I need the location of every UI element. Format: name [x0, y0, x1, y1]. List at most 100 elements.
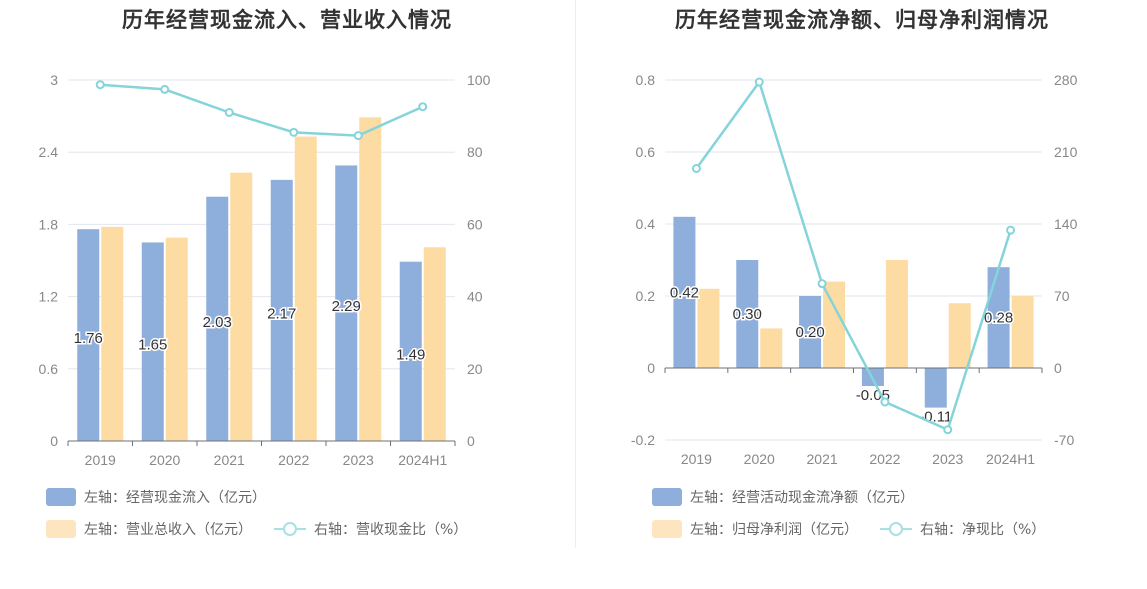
left-axis-tick: 0.2 [636, 288, 656, 304]
right-axis-tick: 80 [467, 144, 483, 160]
left-axis-tick: 2.4 [39, 144, 59, 160]
bar-revenue [165, 237, 188, 441]
x-axis-tick: 2019 [681, 451, 712, 467]
chart-panel-netcash-profit: 历年经营现金流净额、归母净利润情况 -0.2 0 0.2 0.4 0.6 0.8 -70 0 7… [577, 0, 1147, 589]
right-axis-tick: 60 [467, 216, 483, 232]
bar-net-cashflow [736, 260, 759, 368]
left-axis-tick: 0 [647, 360, 655, 376]
bar-net-profit [885, 260, 908, 368]
bar-net-profit [760, 328, 783, 368]
left-axis-tick: 0.6 [636, 144, 656, 160]
ratio-line [695, 79, 1012, 432]
x-axis-tick: 2024H1 [986, 451, 1035, 467]
data-label: 2.17 [267, 305, 296, 322]
data-label: 1.76 [74, 330, 103, 347]
right-axis-tick: 0 [1054, 360, 1062, 376]
legend-swatch-blue [652, 488, 682, 506]
legend-item-ratio[interactable]: 右轴：营收现金比（%） [274, 519, 467, 539]
legend-label: 左轴：营业总收入（亿元） [84, 522, 252, 538]
right-axis-tick: 100 [467, 72, 491, 88]
left-axis-tick: 0.4 [636, 216, 656, 232]
x-axis-tick: 2020 [149, 452, 180, 468]
bar-cash-inflow [399, 261, 422, 441]
ratio-point [817, 279, 827, 289]
bar-net-profit [697, 288, 720, 368]
data-label: 0.20 [795, 324, 824, 341]
bar-net-cashflow [924, 368, 947, 408]
bar-revenue [230, 172, 253, 441]
x-axis-tick: 2020 [744, 451, 775, 467]
legend-line-icon [880, 520, 912, 538]
bar-net-profit [823, 281, 846, 368]
ratio-point [160, 84, 170, 94]
legend-row-1: 左轴：经营活动现金流净额（亿元） [652, 486, 936, 508]
legend-row-2: 左轴：归母净利润（亿元） 右轴：净现比（%） [652, 518, 1067, 540]
chart-plot: 0 0.6 1.2 1.8 2.4 3 0 20 40 60 80 100 1.76 2019 1.65 20… [39, 72, 491, 468]
legend-label: 右轴：净现比（%） [920, 522, 1046, 538]
ratio-point [289, 127, 299, 137]
right-axis-tick: 40 [467, 289, 483, 305]
data-label: 0.42 [670, 284, 699, 301]
left-axis-tick: -0.2 [631, 432, 655, 448]
bar-cash-inflow [335, 165, 358, 442]
legend-line-icon [274, 520, 306, 538]
right-axis-tick: 280 [1054, 72, 1078, 88]
x-axis-tick: 2021 [214, 452, 245, 468]
ratio-point [754, 77, 764, 87]
legend-item-revenue[interactable]: 左轴：营业总收入（亿元） [46, 519, 252, 539]
ratio-point [943, 425, 953, 435]
data-label: 0.30 [733, 306, 762, 323]
bar-revenue [294, 136, 317, 441]
legend-item-ratio[interactable]: 右轴：净现比（%） [880, 519, 1045, 539]
legend-label: 左轴：经营活动现金流净额（亿元） [690, 490, 914, 506]
legend-swatch-blue [46, 488, 76, 506]
bar-net-profit [1011, 296, 1034, 368]
bar-net-cashflow [987, 267, 1010, 368]
left-axis-tick: 3 [50, 72, 58, 88]
bar-cash-inflow [206, 196, 229, 441]
data-label: 1.49 [396, 346, 425, 363]
x-axis-tick: 2022 [869, 451, 900, 467]
left-axis-tick: 1.2 [39, 289, 59, 305]
data-label: 1.65 [138, 337, 167, 354]
right-axis-tick: 210 [1054, 144, 1078, 160]
bar-net-cashflow [799, 296, 822, 368]
ratio-point [418, 102, 428, 112]
legend-row-1: 左轴：经营现金流入（亿元） [46, 486, 288, 508]
legend-label: 左轴：归母净利润（亿元） [690, 522, 858, 538]
x-axis-tick: 2022 [278, 452, 309, 468]
bar-cash-inflow [141, 242, 164, 441]
bar-revenue [101, 226, 124, 441]
legend-item-netcash[interactable]: 左轴：经营活动现金流净额（亿元） [652, 487, 914, 507]
left-axis-tick: 0.6 [39, 361, 59, 377]
legend-item-inflow[interactable]: 左轴：经营现金流入（亿元） [46, 487, 266, 507]
left-axis-tick: 0 [50, 433, 58, 449]
legend-label: 左轴：经营现金流入（亿元） [84, 490, 266, 506]
chart-plot: -0.2 0 0.2 0.4 0.6 0.8 -70 0 70 140 210 280 0.42 2019… [631, 72, 1078, 467]
bar-cash-inflow [270, 179, 293, 442]
legend-row-2: 左轴：营业总收入（亿元） 右轴：营收现金比（%） [46, 518, 489, 540]
legend-swatch-orange [652, 520, 682, 538]
chart-title: 历年经营现金流入、营业收入情况 [122, 8, 452, 32]
chart-title: 历年经营现金流净额、归母净利润情况 [675, 8, 1049, 32]
legend-item-profit[interactable]: 左轴：归母净利润（亿元） [652, 519, 858, 539]
right-axis-tick: -70 [1054, 432, 1074, 448]
chart-panel-cashflow-revenue: 历年经营现金流入、营业收入情况 0 0.6 1.2 1.8 2.4 3 0 20 40 60 80 1… [39, 8, 491, 540]
data-label: 2.03 [203, 314, 232, 331]
ratio-line [100, 83, 424, 137]
ratio-point [224, 107, 234, 117]
ratio-point [691, 163, 701, 173]
x-axis-tick: 2023 [932, 451, 963, 467]
ratio-point [880, 397, 890, 407]
right-axis-tick: 140 [1054, 216, 1078, 232]
x-axis-tick: 2023 [343, 452, 374, 468]
right-axis-tick: 70 [1054, 288, 1070, 304]
bar-revenue [359, 117, 382, 441]
x-axis-tick: 2019 [85, 452, 116, 468]
bar-cash-inflow [77, 229, 100, 441]
x-axis-tick: 2024H1 [398, 452, 447, 468]
legend-label: 右轴：营收现金比（%） [314, 522, 468, 538]
data-label: 0.28 [984, 310, 1013, 327]
left-axis-tick: 1.8 [39, 216, 59, 232]
right-axis-tick: 20 [467, 361, 483, 377]
